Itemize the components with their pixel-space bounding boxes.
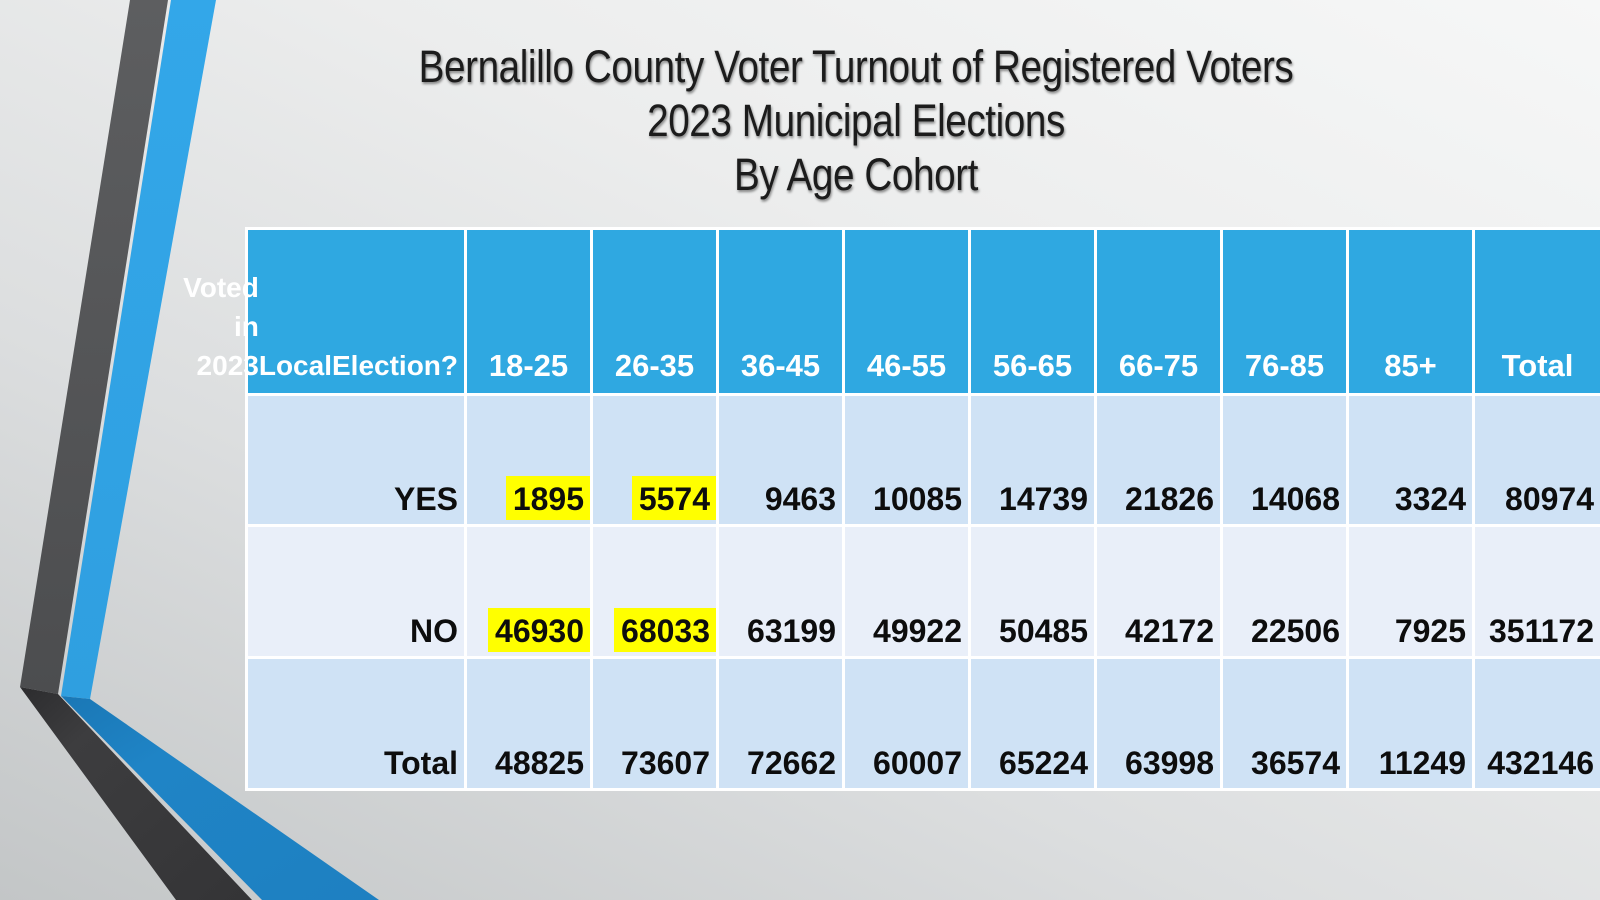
data-cell: 22506 xyxy=(1223,527,1346,656)
data-cell: 72662 xyxy=(719,659,842,788)
highlighted-data-cell: 46930 xyxy=(467,527,590,656)
data-cell: 7925 xyxy=(1349,527,1472,656)
data-cell: 65224 xyxy=(971,659,1094,788)
slide-title: Bernalillo County Voter Turnout of Regis… xyxy=(216,40,1496,202)
ribbon-gray-upper-stripe xyxy=(20,0,168,694)
ribbon-blue-lower-stripe xyxy=(61,696,379,900)
data-cell: 63998 xyxy=(1097,659,1220,788)
data-cell: 36574 xyxy=(1223,659,1346,788)
data-cell: 14068 xyxy=(1223,396,1346,524)
ribbon-blue-upper-stripe xyxy=(61,0,216,699)
data-cell: 432146 xyxy=(1475,659,1600,788)
data-cell: 50485 xyxy=(971,527,1094,656)
col-header-cell: 18-25 xyxy=(467,230,590,393)
data-cell: 73607 xyxy=(593,659,716,788)
data-cell: 48825 xyxy=(467,659,590,788)
data-cell: 11249 xyxy=(1349,659,1472,788)
data-cell: 9463 xyxy=(719,396,842,524)
row-label-cell: NO xyxy=(248,527,464,656)
highlighted-value: 1895 xyxy=(505,476,590,520)
col-header-cell: 56-65 xyxy=(971,230,1094,393)
data-cell: 60007 xyxy=(845,659,968,788)
col-header-cell: 85+ xyxy=(1349,230,1472,393)
data-cell: 3324 xyxy=(1349,396,1472,524)
highlighted-data-cell: 68033 xyxy=(593,527,716,656)
highlighted-value: 5574 xyxy=(631,476,716,520)
data-cell: 63199 xyxy=(719,527,842,656)
col-header-cell: Total xyxy=(1475,230,1600,393)
slide-title-line-3: By Age Cohort xyxy=(734,149,978,200)
row-label-cell: Total xyxy=(248,659,464,788)
voter-turnout-table: Voted in 2023 Local Election? 18-25 26-35 36-… xyxy=(183,227,1600,791)
data-cell: 10085 xyxy=(845,396,968,524)
highlighted-data-cell: 1895 xyxy=(467,396,590,524)
highlighted-value: 68033 xyxy=(614,608,716,652)
slide-title-line-1: Bernalillo County Voter Turnout of Regis… xyxy=(418,41,1294,92)
highlighted-value: 46930 xyxy=(488,608,590,652)
slide-title-line-2: 2023 Municipal Elections xyxy=(647,95,1065,146)
corner-header-cell: Voted in 2023 Local Election? xyxy=(183,230,464,393)
col-header-cell: 46-55 xyxy=(845,230,968,393)
data-cell: 14739 xyxy=(971,396,1094,524)
highlighted-data-cell: 5574 xyxy=(593,396,716,524)
data-cell: 21826 xyxy=(1097,396,1220,524)
data-cell: 351172 xyxy=(1475,527,1600,656)
data-cell: 49922 xyxy=(845,527,968,656)
col-header-cell: 66-75 xyxy=(1097,230,1220,393)
col-header-cell: 26-35 xyxy=(593,230,716,393)
col-header-cell: 76-85 xyxy=(1223,230,1346,393)
row-label-cell: YES xyxy=(248,396,464,524)
data-cell: 80974 xyxy=(1475,396,1600,524)
col-header-cell: 36-45 xyxy=(719,230,842,393)
ribbon-gray-lower-stripe xyxy=(20,687,252,900)
data-cell: 42172 xyxy=(1097,527,1220,656)
